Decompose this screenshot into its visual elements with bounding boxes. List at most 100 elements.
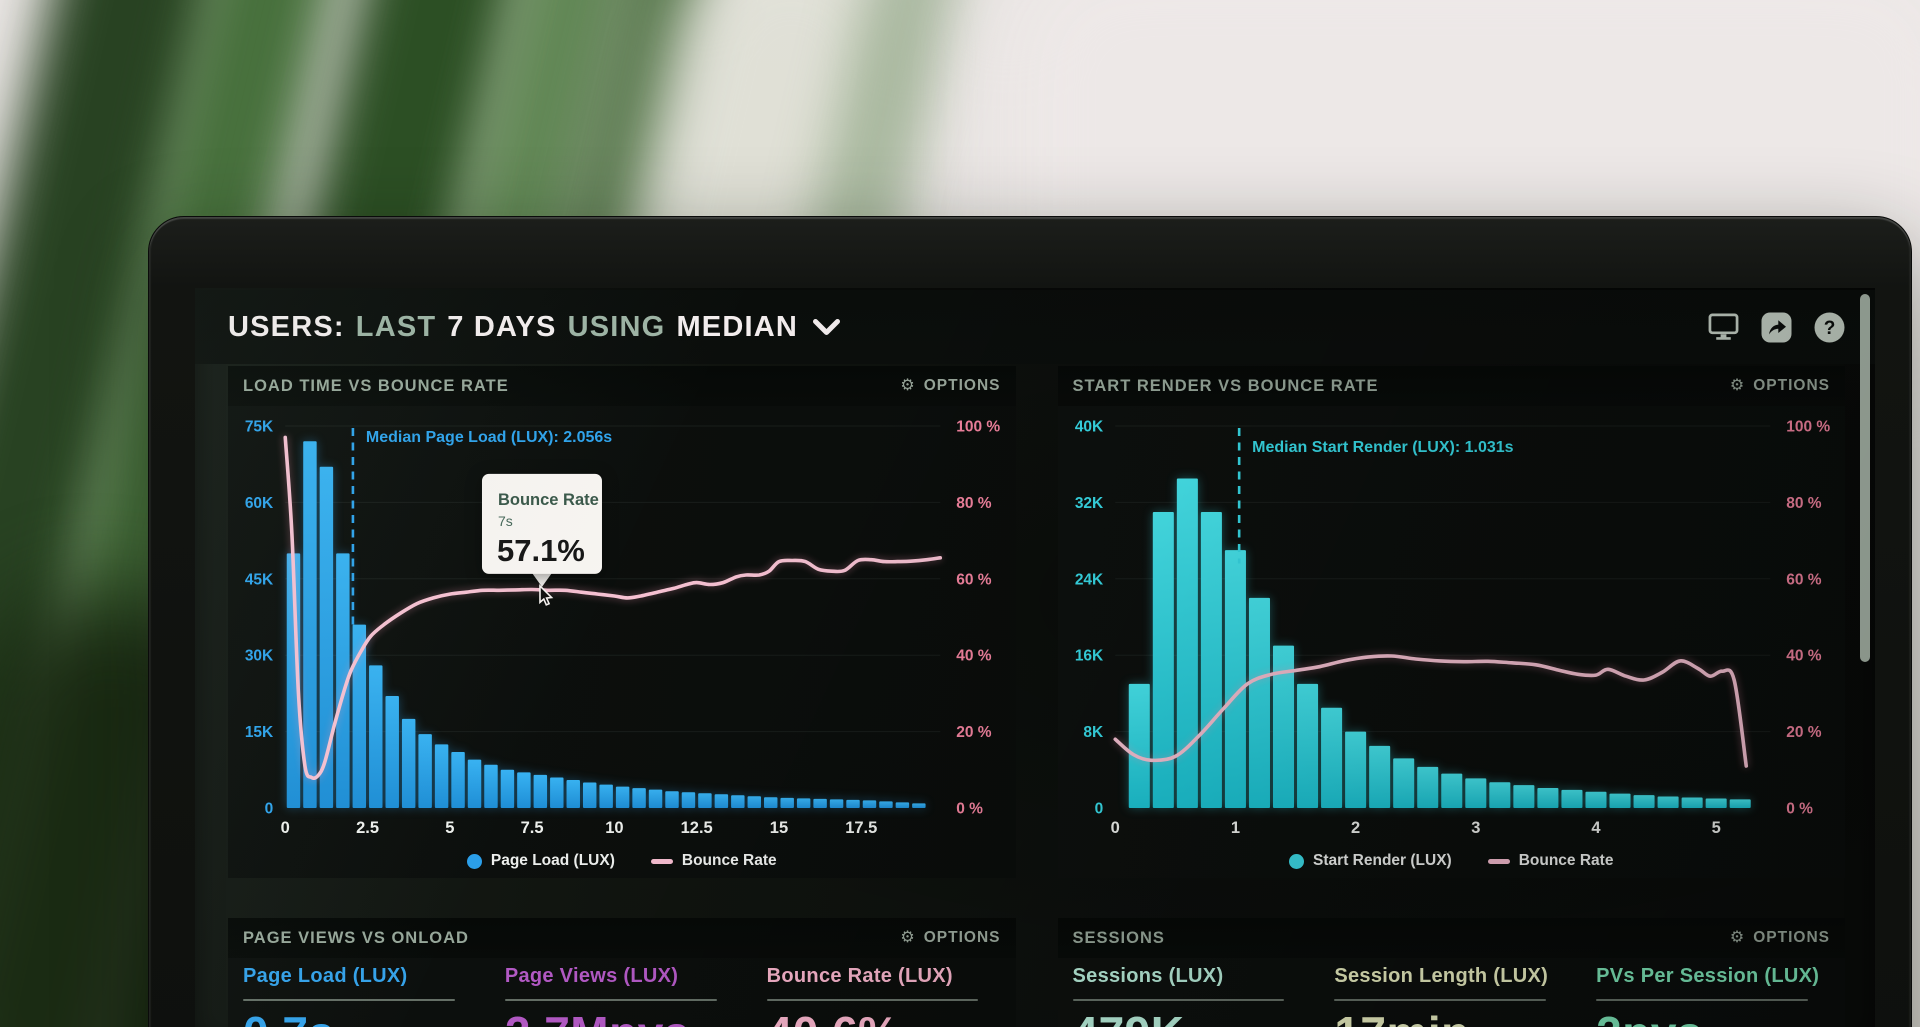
histogram-bars [1128, 478, 1751, 808]
bar[interactable] [451, 751, 465, 808]
bar[interactable] [1272, 645, 1294, 808]
bar[interactable] [1128, 683, 1150, 808]
bar[interactable] [829, 799, 844, 808]
gear-icon: ⚙ [1729, 377, 1746, 394]
bar[interactable] [533, 774, 548, 808]
x-axis-tick-label: 2.5 [356, 819, 379, 837]
left-axis-tick-label: 45K [245, 571, 274, 588]
bar[interactable] [1584, 791, 1607, 808]
bar[interactable] [484, 764, 498, 808]
bar[interactable] [813, 798, 827, 808]
options-button[interactable]: ⚙ OPTIONS [900, 377, 1000, 395]
options-button[interactable]: ⚙ OPTIONS [1730, 929, 1830, 947]
panel-start-render-vs-bounce-rate: START RENDER VS BOUNCE RATE ⚙ OPTIONS 40… [1057, 366, 1846, 878]
bar[interactable] [303, 441, 317, 808]
bar[interactable] [352, 624, 367, 808]
bar[interactable] [912, 803, 926, 808]
bar[interactable] [1681, 797, 1703, 808]
panel-load-time-vs-bounce-rate: LOAD TIME VS BOUNCE RATE ⚙ OPTIONS 75K 10… [228, 366, 1016, 878]
bar[interactable] [1705, 798, 1727, 808]
bar[interactable] [1464, 778, 1486, 808]
panel-sessions: SESSIONS ⚙ OPTIONS Sessions (LUX)479KSes… [1057, 918, 1845, 1027]
gear-icon: ⚙ [1729, 929, 1746, 946]
bar[interactable] [1560, 789, 1582, 808]
bar[interactable] [1248, 597, 1270, 808]
legend-item[interactable]: Bounce Rate [1487, 852, 1613, 870]
bar[interactable] [615, 786, 630, 808]
bar[interactable] [1488, 782, 1510, 808]
bar[interactable] [1320, 707, 1342, 808]
bar[interactable] [582, 782, 597, 808]
right-axis-tick-label: 20 % [1786, 724, 1822, 741]
bar[interactable] [1368, 745, 1390, 808]
options-label: OPTIONS [923, 377, 1001, 394]
right-axis-tick-label: 60 % [1786, 571, 1822, 588]
bar[interactable] [1440, 773, 1462, 808]
legend-label: Bounce Rate [681, 852, 777, 869]
bar[interactable] [500, 769, 515, 808]
load-time-chart[interactable]: 75K 100 % 60K 80 % 45K 60 % 30K 40 % 15K 20 % 0 0 %… [228, 406, 1016, 848]
legend-item[interactable]: Bounce Rate [650, 852, 777, 870]
bar[interactable] [418, 734, 432, 808]
legend-item[interactable]: Start Render (LUX) [1289, 852, 1452, 870]
svg-text:?: ? [1824, 318, 1836, 339]
bar[interactable] [1633, 795, 1655, 808]
scrollbar-thumb[interactable] [1860, 294, 1870, 662]
bounce-rate-line[interactable] [283, 435, 943, 780]
bar[interactable] [336, 553, 350, 808]
bar[interactable] [517, 772, 531, 808]
bar[interactable] [550, 777, 564, 808]
bar[interactable] [385, 695, 399, 808]
display-icon[interactable] [1708, 312, 1739, 343]
bar[interactable] [648, 789, 663, 808]
bar[interactable] [1392, 758, 1414, 808]
legend-item[interactable]: Page Load (LUX) [466, 852, 615, 870]
chevron-down-icon[interactable] [813, 318, 841, 336]
bar[interactable] [467, 759, 482, 808]
bar[interactable] [434, 744, 449, 808]
bar[interactable] [764, 797, 778, 808]
bounce-rate-line[interactable] [1112, 654, 1748, 768]
bar[interactable] [731, 795, 745, 808]
bar[interactable] [319, 466, 334, 808]
bar[interactable] [1609, 793, 1631, 808]
bar[interactable] [879, 801, 893, 808]
bar[interactable] [747, 796, 762, 808]
chart-legend: Page Load (LUX) Bounce Rate [228, 848, 1016, 874]
bar[interactable] [895, 802, 910, 808]
metric-value: 2pvs [1596, 1006, 1830, 1027]
share-icon[interactable] [1761, 312, 1792, 343]
bar[interactable] [665, 791, 679, 808]
bar[interactable] [1296, 683, 1318, 808]
bar[interactable] [1344, 731, 1366, 808]
bar[interactable] [1657, 796, 1679, 808]
options-button[interactable]: ⚙ OPTIONS [1730, 377, 1830, 395]
bar[interactable] [1512, 785, 1534, 808]
bar[interactable] [1224, 550, 1246, 808]
start-render-chart[interactable]: 40K 100 % 32K 80 % 24K 60 % 16K 40 % 8K 20 % 0 0 % 0… [1058, 406, 1846, 848]
bar[interactable] [401, 718, 416, 808]
left-axis-tick-label: 0 [1094, 801, 1103, 818]
bar[interactable] [1536, 787, 1558, 808]
bar[interactable] [369, 665, 383, 808]
options-button[interactable]: ⚙ OPTIONS [900, 929, 1000, 947]
page-title[interactable]: USERS: LAST 7 DAYS USING MEDIAN [228, 311, 841, 344]
bar[interactable] [566, 779, 580, 808]
bar[interactable] [681, 792, 696, 808]
bar[interactable] [862, 800, 877, 808]
bar[interactable] [1416, 766, 1438, 808]
bar[interactable] [698, 793, 712, 808]
bar[interactable] [599, 784, 613, 808]
bar[interactable] [796, 798, 811, 808]
bar[interactable] [714, 794, 729, 808]
bar[interactable] [1200, 511, 1222, 808]
help-icon[interactable]: ? [1814, 312, 1845, 343]
bar[interactable] [1729, 799, 1751, 808]
bar[interactable] [632, 788, 646, 808]
bar[interactable] [846, 799, 860, 808]
bar[interactable] [780, 797, 794, 808]
charts-row: LOAD TIME VS BOUNCE RATE ⚙ OPTIONS 75K 10… [228, 366, 1845, 878]
bar[interactable] [1176, 478, 1198, 808]
left-axis-tick-label: 32K [1074, 495, 1103, 512]
bar[interactable] [1152, 511, 1174, 808]
